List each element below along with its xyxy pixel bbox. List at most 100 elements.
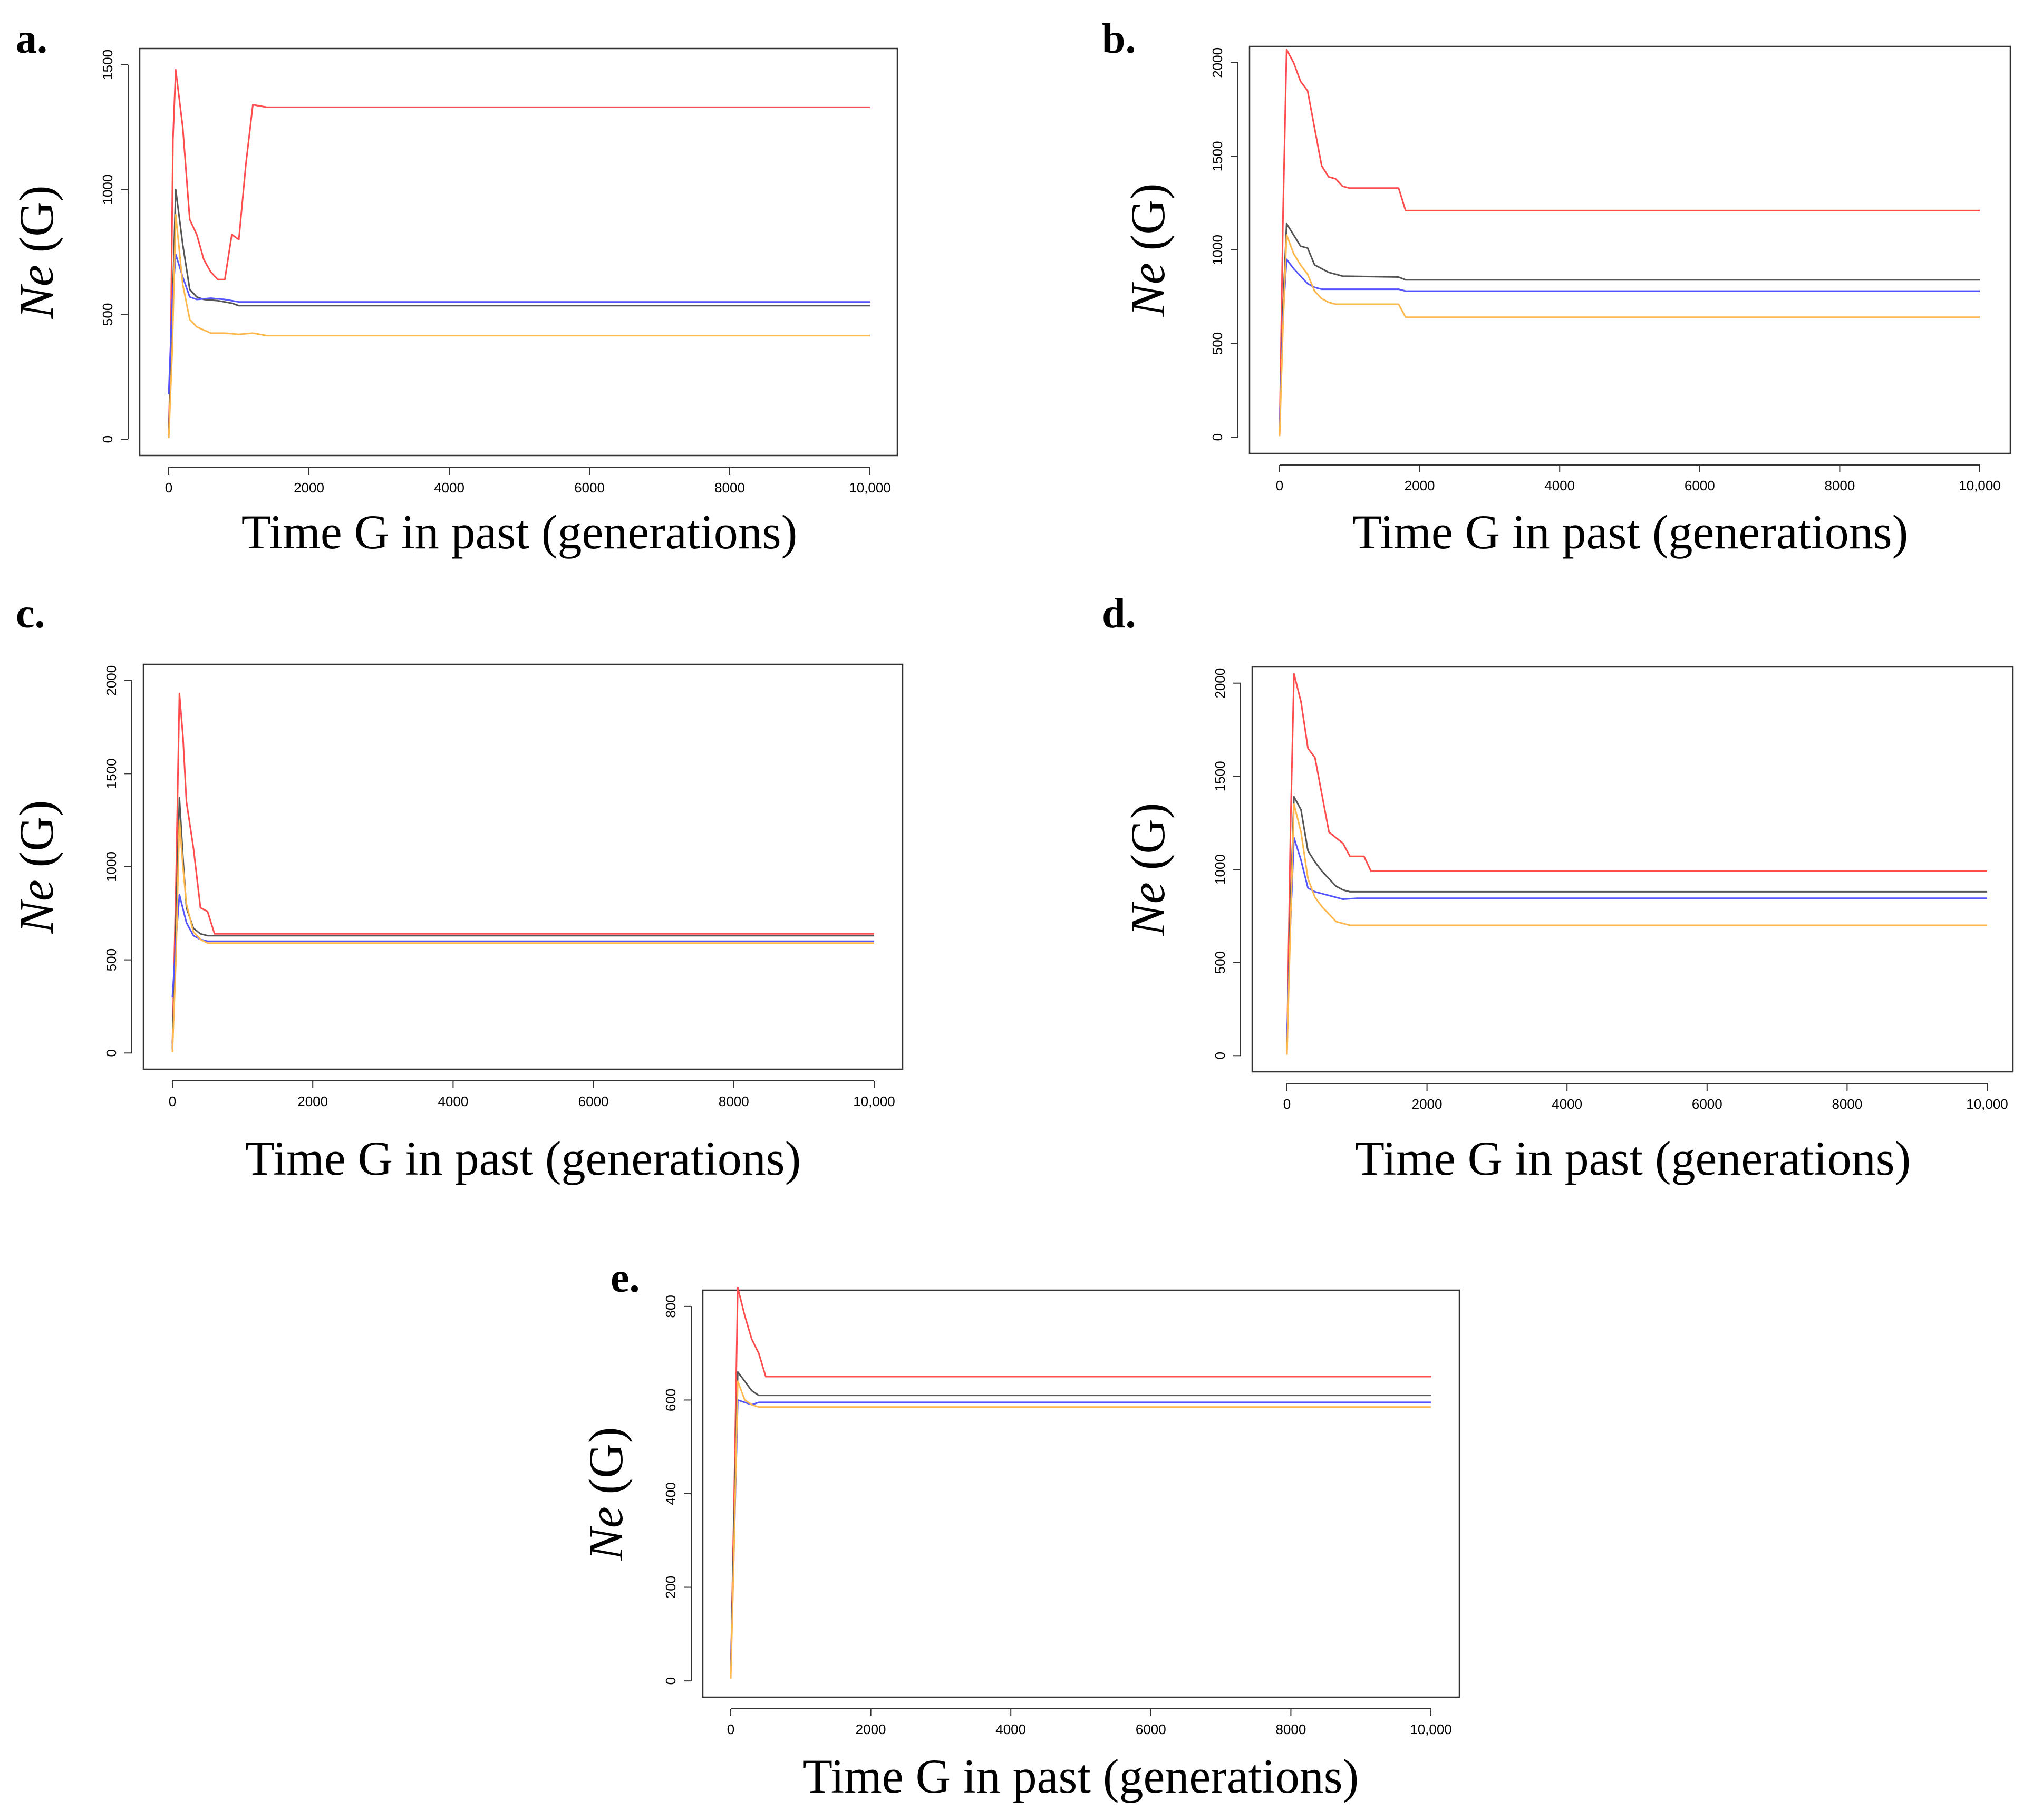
panel-c: c. 0 2000 4000 6000 8000 10,000 0 500 1000 1500 200… xyxy=(9,590,904,1185)
series-line-black xyxy=(171,797,874,1050)
y-tick-label: 0 xyxy=(1212,1052,1228,1059)
y-axis-title: Ne (G) xyxy=(1121,803,1175,937)
x-tick-label: 8000 xyxy=(719,1093,749,1109)
x-axis-title: Time G in past (generations) xyxy=(1355,1131,1911,1185)
x-tick-label: 8000 xyxy=(1275,1721,1306,1737)
x-tick-label: 2000 xyxy=(1405,478,1435,493)
series-line-orange xyxy=(730,1380,1431,1679)
panel-label: a. xyxy=(16,16,47,62)
y-tick-label: 2000 xyxy=(1209,47,1225,78)
x-tick-label: 6000 xyxy=(578,1093,609,1109)
x-tick-label: 4000 xyxy=(1544,478,1575,493)
x-tick-label: 6000 xyxy=(1685,478,1715,493)
x-tick-label: 6000 xyxy=(1692,1096,1722,1112)
y-tick-label: 1000 xyxy=(100,175,115,205)
series-line-orange xyxy=(1286,803,1987,1055)
x-tick-label: 8000 xyxy=(1832,1096,1862,1112)
x-tick-label: 4000 xyxy=(995,1721,1026,1737)
panel-b: b. 0 2000 4000 6000 8000 10,000 0 500 1000 1500 200… xyxy=(1102,16,2011,559)
y-tick-label: 400 xyxy=(663,1482,679,1505)
series-line-red xyxy=(730,1286,1431,1672)
y-tick-label: 500 xyxy=(1209,332,1225,355)
y-axis-title: Ne (G) xyxy=(579,1427,633,1561)
y-tick-label: 1000 xyxy=(103,851,119,882)
x-tick-label: 4000 xyxy=(1552,1096,1582,1112)
panel-label: d. xyxy=(1102,590,1136,637)
panel-d: d. 0 2000 4000 6000 8000 10,000 0 500 1000 1500 200… xyxy=(1102,590,2014,1185)
series-line-red xyxy=(1286,673,1987,1050)
y-tick-label: 1500 xyxy=(1212,761,1228,791)
series-line-black xyxy=(1286,796,1987,1052)
y-tick-label: 500 xyxy=(1212,951,1228,974)
x-tick-label: 10,000 xyxy=(849,480,891,496)
plot-frame xyxy=(142,663,904,1070)
panel-label: c. xyxy=(16,590,45,637)
series-line-black xyxy=(168,189,870,437)
y-tick-label: 2000 xyxy=(1212,668,1228,699)
series-line-blue xyxy=(1279,258,1980,428)
y-tick-label: 1000 xyxy=(1212,854,1228,885)
y-tick-label: 1500 xyxy=(103,758,119,789)
y-tick-label: 0 xyxy=(663,1677,679,1685)
x-tick-label: 6000 xyxy=(574,480,605,496)
y-axis-title: Ne (G) xyxy=(1121,183,1175,317)
x-tick-label: 2000 xyxy=(297,1093,328,1109)
x-tick-label: 0 xyxy=(169,1093,176,1109)
x-axis-title: Time G in past (generations) xyxy=(245,1131,801,1185)
series-line-red xyxy=(1279,49,1980,435)
series-line-black xyxy=(730,1371,1431,1672)
x-tick-label: 10,000 xyxy=(1966,1096,2008,1112)
plot-frame xyxy=(702,1289,1460,1698)
x-tick-label: 0 xyxy=(1283,1096,1291,1112)
x-tick-label: 0 xyxy=(165,480,172,496)
series-line-blue xyxy=(171,894,874,998)
plot-frame xyxy=(139,47,898,457)
x-tick-label: 8000 xyxy=(714,480,745,496)
x-tick-label: 2000 xyxy=(856,1721,886,1737)
x-tick-label: 0 xyxy=(1276,478,1283,493)
series-line-blue xyxy=(730,1399,1431,1672)
x-tick-label: 10,000 xyxy=(853,1093,895,1109)
y-tick-label: 200 xyxy=(663,1576,679,1599)
y-tick-label: 1000 xyxy=(1209,235,1225,265)
y-tick-label: 600 xyxy=(663,1389,679,1411)
x-tick-label: 8000 xyxy=(1824,478,1855,493)
plot-frame xyxy=(1251,666,2014,1073)
y-tick-label: 2000 xyxy=(103,665,119,696)
y-tick-label: 0 xyxy=(103,1049,119,1057)
y-axis-title: Ne (G) xyxy=(9,800,63,934)
series-line-blue xyxy=(1286,837,1987,1038)
x-axis-title: Time G in past (generations) xyxy=(803,1749,1359,1803)
y-tick-label: 1500 xyxy=(1209,141,1225,172)
x-axis-title: Time G in past (generations) xyxy=(1352,505,1908,559)
y-axis-title: Ne (G) xyxy=(9,186,63,320)
series-line-red xyxy=(168,69,870,434)
series-line-orange xyxy=(171,819,874,1052)
x-tick-label: 2000 xyxy=(294,480,324,496)
y-tick-label: 0 xyxy=(100,435,115,443)
series-line-orange xyxy=(168,214,870,438)
series-line-black xyxy=(1279,222,1980,434)
y-tick-label: 0 xyxy=(1209,433,1225,441)
y-tick-label: 1500 xyxy=(100,50,115,80)
x-tick-label: 10,000 xyxy=(1410,1721,1452,1737)
x-tick-label: 10,000 xyxy=(1959,478,2001,493)
y-tick-label: 800 xyxy=(663,1295,679,1318)
x-tick-label: 4000 xyxy=(438,1093,468,1109)
panel-label: b. xyxy=(1102,16,1136,62)
plot-frame xyxy=(1248,45,2011,454)
series-line-orange xyxy=(1279,234,1980,437)
series-line-red xyxy=(171,692,874,1044)
panel-a: a. 0 2000 4000 6000 8000 10,000 0 500 1000 1500 Tim… xyxy=(9,16,898,559)
x-tick-label: 0 xyxy=(727,1721,734,1737)
panel-e: e. 0 2000 4000 6000 8000 10,000 0 200 400 600 800 Ti… xyxy=(579,1255,1460,1803)
panel-label: e. xyxy=(611,1255,640,1301)
x-tick-label: 2000 xyxy=(1412,1096,1443,1112)
x-tick-label: 6000 xyxy=(1136,1721,1166,1737)
y-tick-label: 500 xyxy=(103,948,119,971)
y-tick-label: 500 xyxy=(100,303,115,326)
series-line-blue xyxy=(168,254,870,394)
x-tick-label: 4000 xyxy=(434,480,464,496)
